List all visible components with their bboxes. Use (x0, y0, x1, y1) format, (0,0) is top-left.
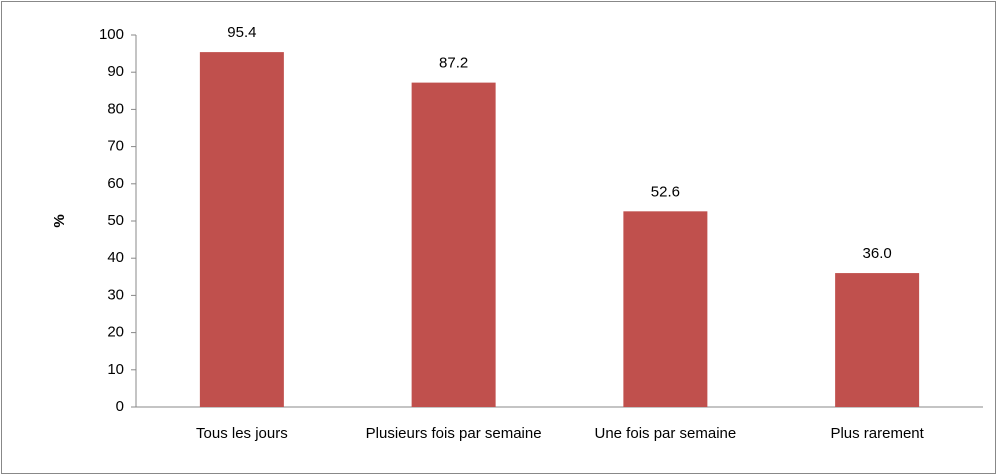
x-tick-label: Une fois par semaine (594, 425, 737, 442)
data-label: 95.4 (227, 24, 256, 41)
y-tick-label: 0 (116, 398, 124, 415)
y-tick-label: 50 (107, 212, 124, 229)
y-tick-label: 90 (107, 63, 124, 80)
bar (411, 82, 496, 407)
y-tick-label: 70 (107, 138, 124, 155)
y-tick-label: 20 (107, 324, 124, 341)
bar (835, 273, 920, 407)
y-tick-label: 60 (107, 175, 124, 192)
data-label: 52.6 (651, 183, 680, 200)
y-tick-label: 30 (107, 286, 124, 303)
bar (199, 52, 284, 407)
data-label: 36.0 (863, 245, 892, 262)
data-label: 87.2 (439, 55, 468, 72)
y-axis-label: % (51, 214, 68, 227)
y-tick-label: 40 (107, 249, 124, 266)
y-tick-label: 100 (99, 26, 124, 43)
x-tick-label: Plus rarement (830, 425, 924, 442)
x-tick-label: Plusieurs fois par semaine (365, 425, 542, 442)
y-tick-label: 10 (107, 361, 124, 378)
x-tick-label: Tous les jours (196, 425, 288, 442)
bar (623, 211, 708, 407)
y-tick-label: 80 (107, 100, 124, 117)
